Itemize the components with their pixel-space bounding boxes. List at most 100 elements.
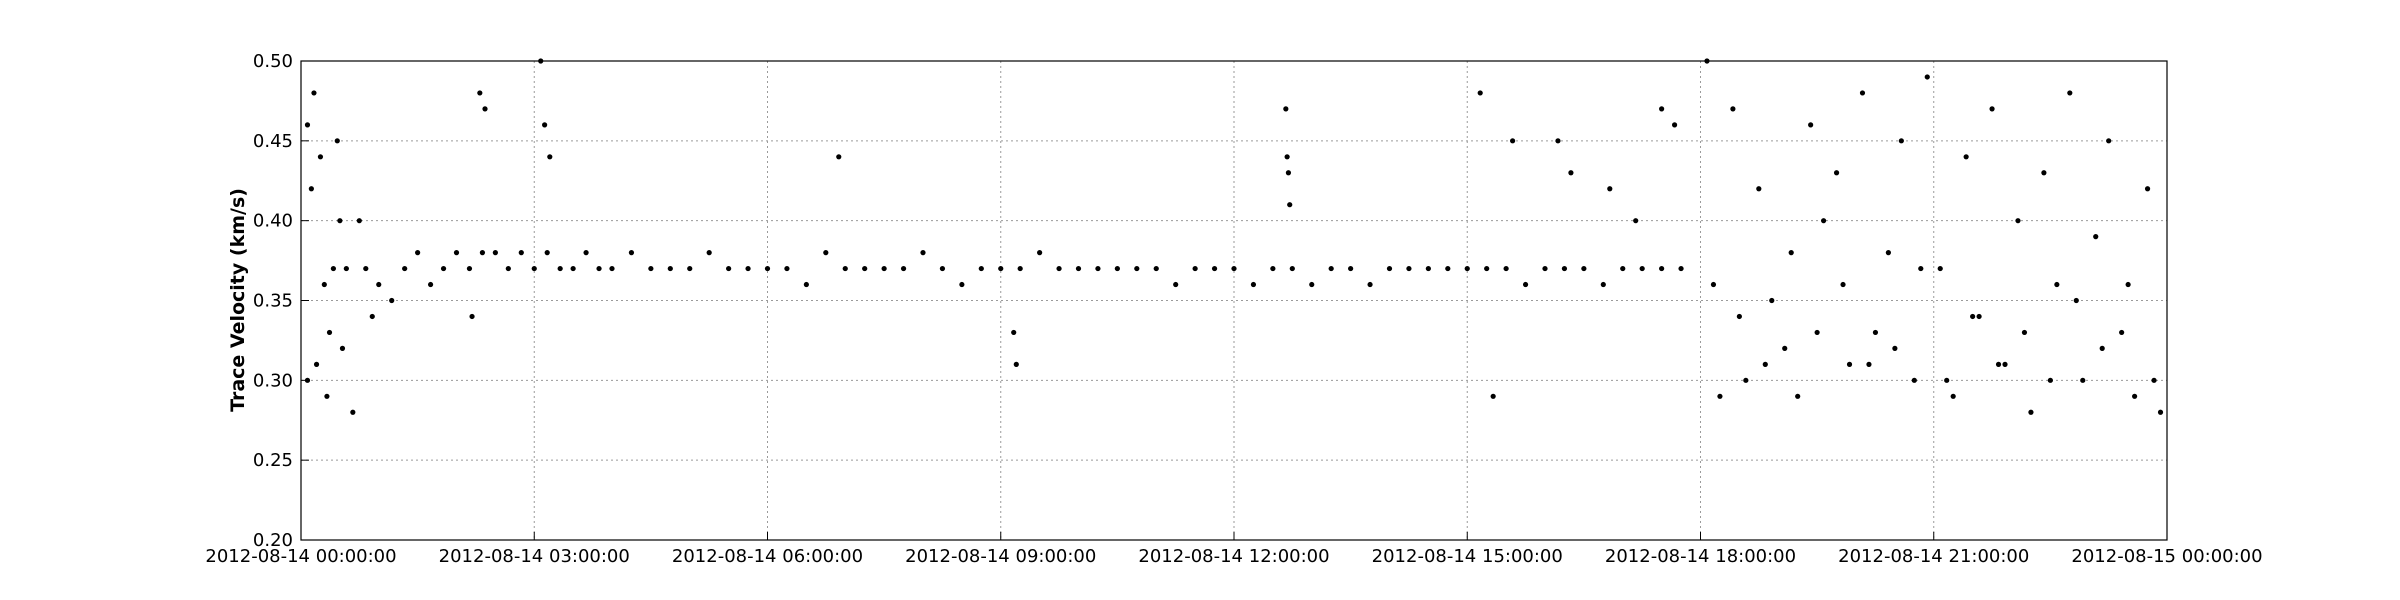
data-point bbox=[1756, 186, 1762, 192]
x-tick-label: 2012-08-14 12:00:00 bbox=[1138, 546, 1329, 567]
data-point bbox=[1555, 138, 1561, 144]
data-point bbox=[304, 122, 311, 128]
data-point bbox=[1736, 313, 1742, 320]
data-point bbox=[1620, 265, 1626, 272]
data-point bbox=[1937, 265, 1943, 272]
data-point bbox=[900, 265, 907, 272]
data-point bbox=[1289, 265, 1295, 272]
data-point bbox=[920, 250, 926, 256]
data-point bbox=[1963, 154, 1969, 160]
data-point bbox=[1671, 122, 1678, 128]
data-point bbox=[1808, 122, 1814, 128]
data-point bbox=[427, 281, 434, 288]
data-point bbox=[1976, 313, 1982, 320]
data-point bbox=[1477, 90, 1483, 96]
data-point bbox=[1710, 281, 1717, 288]
data-point bbox=[547, 154, 553, 160]
data-point bbox=[469, 313, 475, 320]
data-point bbox=[2015, 218, 2021, 224]
data-point bbox=[376, 281, 382, 288]
data-point bbox=[1285, 170, 1292, 176]
data-point bbox=[2125, 281, 2131, 288]
data-point bbox=[1762, 361, 1768, 367]
data-point bbox=[356, 218, 362, 224]
data-point bbox=[1866, 361, 1872, 367]
data-point bbox=[402, 265, 408, 272]
data-point bbox=[531, 265, 537, 272]
data-point bbox=[2093, 234, 2099, 240]
data-point bbox=[1328, 265, 1334, 272]
data-point bbox=[1885, 250, 1891, 256]
data-point bbox=[1833, 170, 1840, 176]
data-point bbox=[1173, 281, 1179, 288]
data-point bbox=[1309, 281, 1315, 288]
data-point bbox=[1056, 265, 1062, 272]
data-point bbox=[842, 265, 848, 272]
data-point bbox=[1211, 265, 1218, 272]
data-point bbox=[492, 250, 498, 256]
y-tick-label: 0.20 bbox=[253, 530, 293, 551]
data-point bbox=[1153, 265, 1159, 272]
data-point bbox=[648, 265, 654, 272]
y-tick-label: 0.45 bbox=[253, 131, 293, 152]
data-point bbox=[1989, 106, 1995, 112]
data-point bbox=[1769, 297, 1775, 304]
data-point bbox=[466, 265, 473, 272]
data-point bbox=[1846, 361, 1853, 367]
data-point bbox=[317, 154, 324, 160]
data-point bbox=[1814, 329, 1820, 336]
data-point bbox=[308, 186, 314, 192]
data-point bbox=[518, 250, 524, 256]
grid-layer bbox=[300, 60, 2168, 541]
data-point bbox=[1568, 170, 1574, 176]
x-tick-label: 2012-08-15 00:00:00 bbox=[2071, 546, 2262, 567]
data-point bbox=[939, 265, 946, 272]
data-point bbox=[1950, 393, 1956, 399]
data-point bbox=[1284, 154, 1290, 160]
data-point bbox=[1898, 138, 1904, 144]
data-point bbox=[2047, 377, 2053, 383]
data-point bbox=[836, 154, 842, 160]
x-tick-label: 2012-08-14 21:00:00 bbox=[1838, 546, 2029, 567]
data-point bbox=[544, 250, 550, 256]
data-point bbox=[1924, 74, 1930, 80]
data-point bbox=[1840, 281, 1846, 288]
data-point bbox=[363, 265, 369, 272]
y-tick-label: 0.50 bbox=[253, 51, 293, 72]
data-point bbox=[2119, 329, 2125, 336]
data-point bbox=[2106, 138, 2112, 144]
data-point bbox=[1013, 361, 1019, 367]
data-point bbox=[2028, 409, 2034, 415]
data-point bbox=[1192, 265, 1198, 272]
data-point bbox=[2080, 377, 2086, 383]
data-point bbox=[1017, 265, 1023, 272]
data-point bbox=[482, 106, 488, 112]
data-point bbox=[1490, 393, 1496, 399]
data-point bbox=[998, 265, 1004, 272]
data-point bbox=[1287, 202, 1293, 208]
data-point bbox=[1633, 218, 1639, 224]
points-layer bbox=[304, 58, 2164, 415]
data-point bbox=[959, 281, 965, 288]
data-point bbox=[1367, 281, 1373, 288]
data-point bbox=[1795, 393, 1801, 399]
data-point bbox=[1581, 265, 1587, 272]
x-tick-label: 2012-08-14 15:00:00 bbox=[1372, 546, 1563, 567]
data-point bbox=[1678, 265, 1684, 272]
data-point bbox=[1821, 218, 1827, 224]
data-point bbox=[337, 218, 343, 224]
data-point bbox=[334, 138, 340, 144]
data-point bbox=[726, 265, 732, 272]
data-point bbox=[823, 250, 829, 256]
data-point bbox=[415, 250, 421, 256]
ticks-layer: 2012-08-14 00:00:00 2012-08-14 03:00:00 20… bbox=[205, 51, 2262, 567]
data-point bbox=[1892, 345, 1898, 351]
data-point bbox=[350, 409, 356, 415]
data-point bbox=[1510, 138, 1516, 144]
data-point bbox=[1659, 265, 1665, 272]
data-point bbox=[1134, 265, 1140, 272]
data-point bbox=[479, 250, 486, 256]
data-point bbox=[687, 265, 693, 272]
data-point bbox=[1114, 265, 1120, 272]
data-point bbox=[1730, 106, 1736, 112]
